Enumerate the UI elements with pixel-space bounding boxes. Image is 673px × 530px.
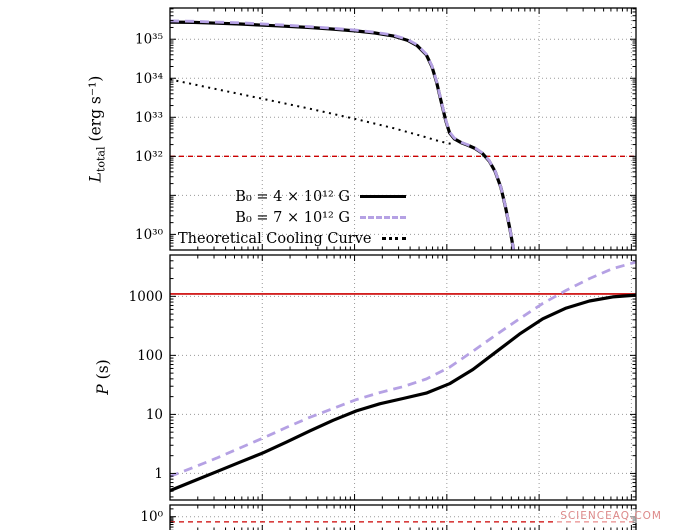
legend: B₀ = 4 × 10¹² G B₀ = 7 × 10¹² G Theoreti… [178,186,406,249]
luminosity-units: (erg s⁻¹) [86,75,105,142]
period-panel: 1000 100 10 1 [129,254,637,501]
luminosity-symbol: L [86,172,105,183]
y-tick-label: 10³⁵ [135,32,163,48]
panel-frame [169,254,637,501]
legend-sample-solid-line [360,195,406,198]
y-tick-label: 10³³ [135,110,163,126]
series-theoretical-cooling-curve [170,78,455,146]
luminosity-subscript: total [94,146,108,173]
y-ticks [170,8,636,247]
legend-row-cooling-curve: Theoretical Cooling Curve [178,228,406,249]
series-b-7-10-g [170,19,515,250]
y-tick-label: 10 [146,407,163,423]
x-ticks [197,8,632,250]
series-b-4-10-g [170,293,636,493]
y-tick-label: 1 [154,466,163,482]
period-axis-label: P (s) [94,359,112,394]
y-tick-label: 100 [137,348,163,364]
legend-sample-dashed-line [360,216,406,219]
watermark: SCIENCEAQ.COM [557,509,665,523]
period-symbol: P [94,384,112,395]
legend-label-b0-4e12: B₀ = 4 × 10¹² G [235,188,350,205]
y-tick-label: 10³² [135,149,163,165]
y-tick-label: 10⁰ [140,509,163,525]
y-tick-label: 10³⁴ [135,71,163,87]
x-ticks [197,255,632,500]
legend-label-b0-7e12: B₀ = 7 × 10¹² G [235,209,350,226]
legend-row-b0-7e12: B₀ = 7 × 10¹² G [178,207,406,228]
y-tick-label: 10³⁰ [135,227,164,243]
series-b-7-10-g [170,260,636,478]
period-units: (s) [94,359,112,380]
legend-sample-dotted-line [381,237,406,240]
y-ticks [170,260,636,498]
luminosity-axis-label: Ltotal (erg s⁻¹) [86,76,107,183]
luminosity-panel: 10³⁵ 10³⁴ 10³³ 10³² 10³⁰ [135,7,637,251]
legend-label-cooling-curve: Theoretical Cooling Curve [178,230,372,247]
y-tick-label: 1000 [129,289,163,305]
legend-row-b0-4e12: B₀ = 4 × 10¹² G [178,186,406,207]
